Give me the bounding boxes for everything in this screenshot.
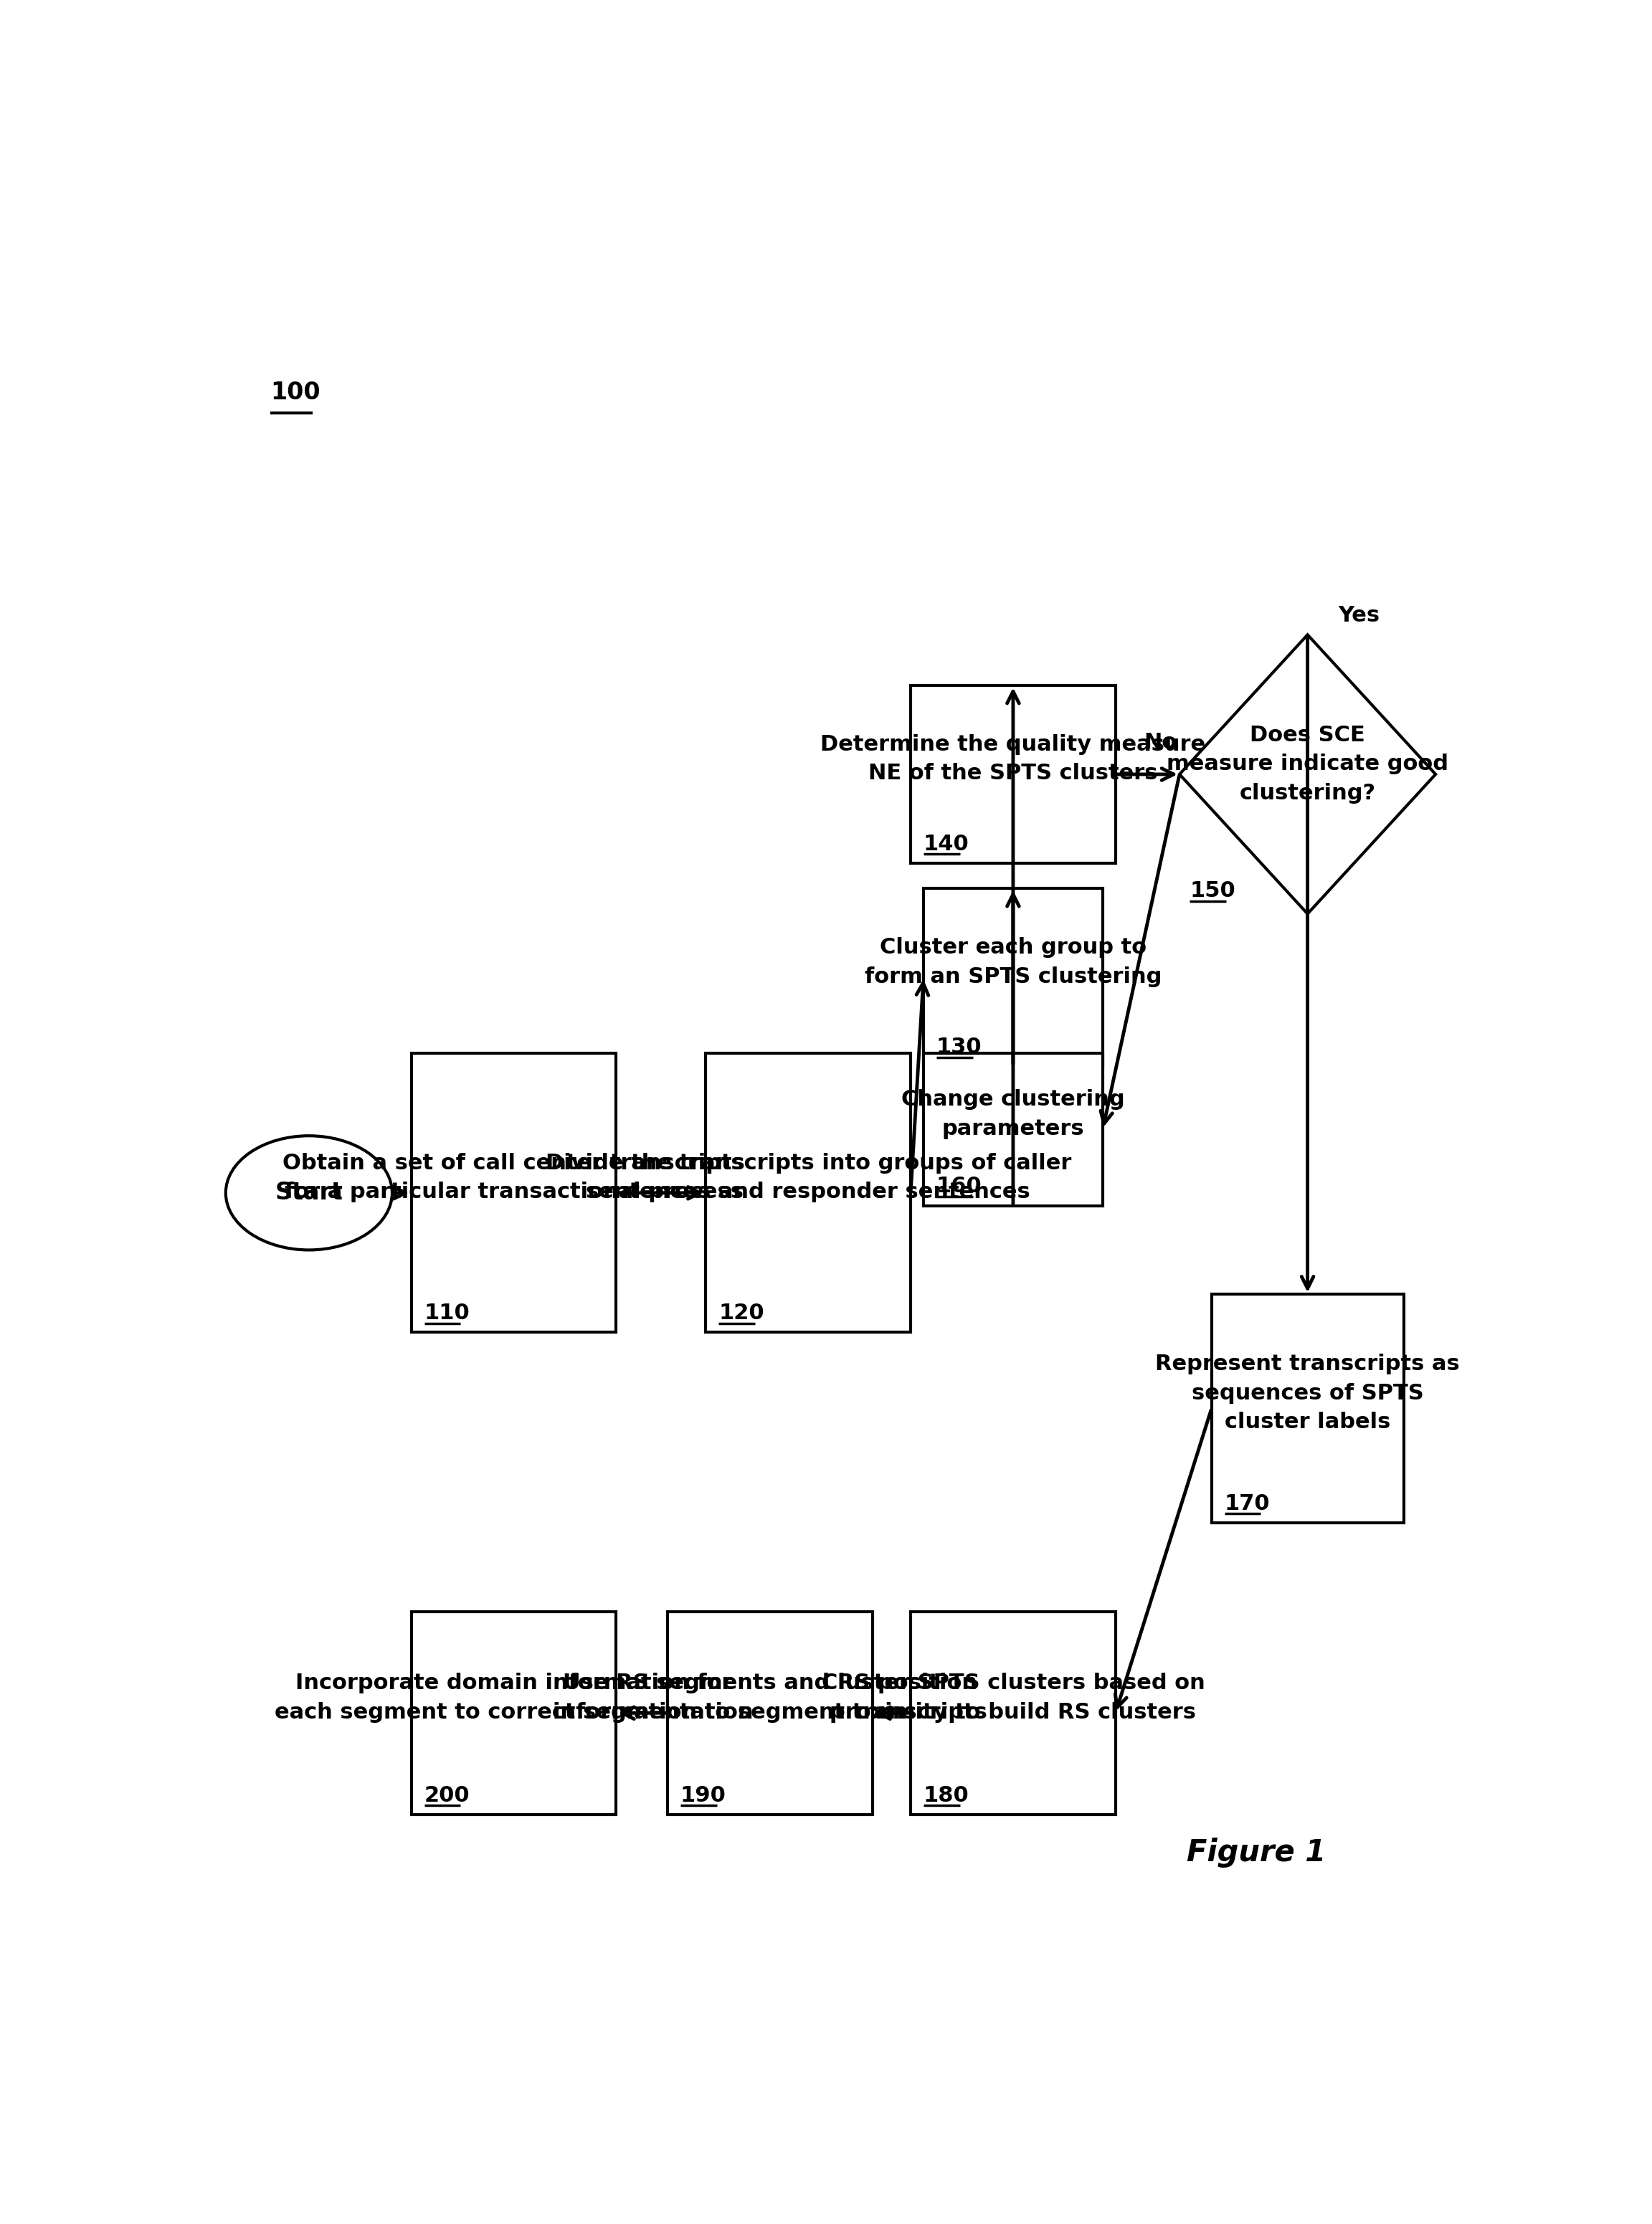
- Text: 160: 160: [937, 1176, 981, 1197]
- Bar: [1211, 1294, 1404, 1523]
- Text: Determine the quality measure
NE of the SPTS clusters: Determine the quality measure NE of the …: [821, 734, 1206, 785]
- Text: 150: 150: [1189, 881, 1236, 901]
- Text: 200: 200: [425, 1786, 469, 1806]
- Polygon shape: [1180, 634, 1436, 914]
- Text: Cluster each group to
form an SPTS clustering: Cluster each group to form an SPTS clust…: [864, 936, 1161, 987]
- Bar: [910, 1612, 1115, 1815]
- Text: 190: 190: [681, 1786, 725, 1806]
- Bar: [411, 1054, 616, 1332]
- Text: Obtain a set of call center transcripts
for a particular transactional process: Obtain a set of call center transcripts …: [282, 1152, 745, 1203]
- Bar: [667, 1612, 872, 1815]
- Text: No: No: [1143, 732, 1176, 754]
- Text: 140: 140: [923, 834, 970, 854]
- Text: Yes: Yes: [1338, 605, 1379, 627]
- Ellipse shape: [226, 1136, 392, 1250]
- Text: Divide the transcripts into groups of caller
sentences and responder sentences: Divide the transcripts into groups of ca…: [545, 1152, 1070, 1203]
- Bar: [923, 887, 1102, 1065]
- Text: Change clustering
parameters: Change clustering parameters: [902, 1090, 1125, 1139]
- Text: Incorporate domain information for
each segment to correct segmentation: Incorporate domain information for each …: [274, 1672, 753, 1724]
- Text: 120: 120: [719, 1303, 765, 1323]
- Text: Does SCE
measure indicate good
clustering?: Does SCE measure indicate good clusterin…: [1166, 725, 1449, 803]
- Text: Use RS segments and RS position
information to segment transcripts: Use RS segments and RS position informat…: [553, 1672, 986, 1724]
- Text: 100: 100: [271, 380, 320, 405]
- Text: Start: Start: [274, 1181, 344, 1205]
- Bar: [411, 1612, 616, 1815]
- Bar: [705, 1054, 910, 1332]
- Text: 170: 170: [1224, 1492, 1270, 1515]
- Text: Represent transcripts as
sequences of SPTS
cluster labels: Represent transcripts as sequences of SP…: [1155, 1354, 1460, 1432]
- Bar: [923, 1054, 1102, 1205]
- Text: 110: 110: [425, 1303, 469, 1323]
- Text: Figure 1: Figure 1: [1186, 1837, 1327, 1868]
- Bar: [910, 685, 1115, 863]
- Text: 180: 180: [923, 1786, 970, 1806]
- Text: 130: 130: [937, 1036, 981, 1056]
- Text: Cluster SPTS clusters based on
proximity to build RS clusters: Cluster SPTS clusters based on proximity…: [821, 1672, 1204, 1724]
